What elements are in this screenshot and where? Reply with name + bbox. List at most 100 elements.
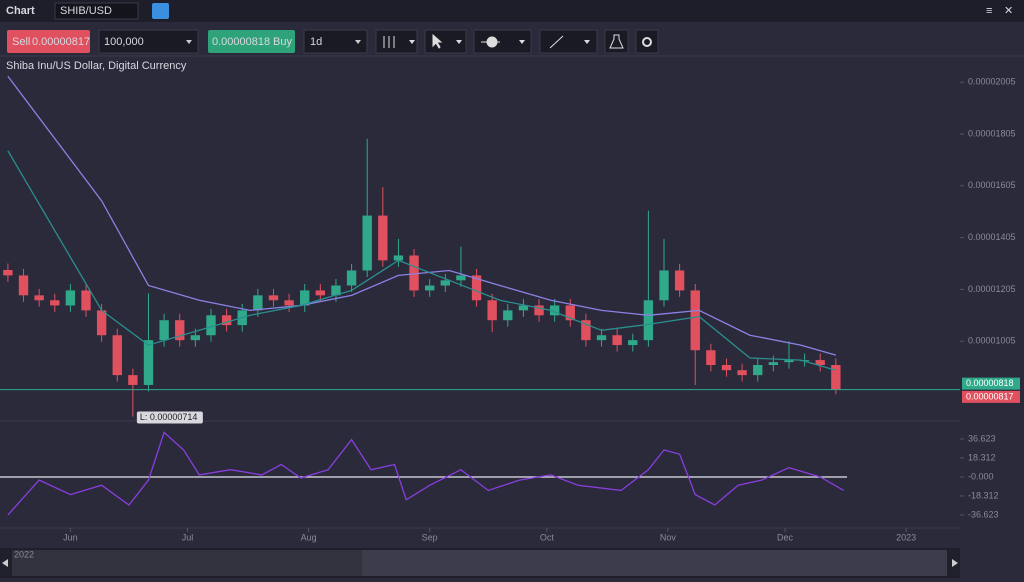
settings-button[interactable] [635,29,659,54]
icon [432,33,443,49]
candle-body [503,310,513,321]
candle-body [596,335,607,341]
y-tick-label: 0.00001605 [968,180,1016,190]
caret [186,40,192,44]
indicator-button[interactable] [604,29,629,54]
osc-tick-label: -36.623 [968,509,999,519]
icon [609,34,624,49]
interval-select[interactable] [303,29,368,54]
link-button[interactable] [152,3,169,19]
candle-body [112,335,122,376]
candle-body [487,300,497,321]
candle-body [221,315,232,326]
candle-body [159,320,169,341]
candle-body [768,362,779,366]
candle-body [674,270,685,291]
low-marker [136,411,203,424]
candle-body [190,335,201,341]
caret [355,40,361,44]
candle-body [409,255,419,291]
candle-body [315,290,326,296]
sell-label: Sell [12,36,30,48]
x-tick-label: Nov [660,532,677,542]
symbol-input[interactable] [54,2,139,20]
candle-body [268,295,279,301]
title-bar [0,0,1024,22]
close-icon[interactable]: ✕ [1004,5,1013,17]
osc-tick-label: 18.312 [968,452,996,462]
candle-body [581,320,591,341]
navigator-window[interactable] [362,550,947,576]
candle-body [628,340,638,346]
low-label: L: 0.00000714 [140,412,198,422]
x-tick-label: 2023 [896,532,916,542]
candle-body [831,365,841,390]
candle-body [81,290,91,311]
candle-body [253,295,263,311]
x-tick-label: Jun [63,532,78,542]
icon [549,35,564,49]
candle-body [50,300,60,306]
cursor-button[interactable] [424,29,467,54]
draw-button[interactable] [539,29,598,54]
tool-icons [383,33,652,49]
tool-buttons [375,29,659,54]
window-title: Chart [6,5,35,17]
candle-body [518,305,529,311]
candle-body [18,275,29,296]
candle-body [659,270,669,301]
price-tag [962,377,1020,390]
line-style-button[interactable] [473,29,532,54]
candle-body [175,320,185,341]
candle-body [206,315,216,336]
candle-body [378,215,388,261]
sell-button[interactable] [7,30,90,53]
icon [486,36,498,48]
y-tick-label: 0.00001205 [968,284,1016,294]
candle-body [690,290,700,351]
candle-body [393,255,404,261]
navigator-label: 2022 [14,549,34,559]
buy-button[interactable] [208,30,295,53]
osc-tick-label: -0.000 [968,471,994,481]
x-tick-label: Aug [301,532,317,542]
y-tick-label: 0.00001405 [968,232,1016,242]
candle-body [143,340,154,385]
candle-body [784,360,794,363]
candle-body [612,335,622,346]
chart-type-button[interactable] [375,29,418,54]
candle-body [346,270,357,286]
icon [642,37,652,47]
price-tag [962,390,1020,403]
amount-select[interactable] [98,29,199,54]
x-tick-label: Oct [540,532,555,542]
symbol: SHIB/USD [60,5,112,17]
price-tag-label: 0.00000818 [966,378,1014,388]
menu-icon[interactable]: ≡ [986,5,992,17]
candle-body [300,290,310,306]
candle-body [706,350,716,366]
candle-body [34,295,44,301]
candle-body [534,305,544,316]
candle-body [565,305,575,321]
moving-average [7,75,837,356]
candle-body [471,275,482,301]
candle-body [721,365,732,371]
x-tick-label: Jul [182,532,194,542]
candle-body [737,370,747,376]
candle-body [65,290,76,306]
candle-body [643,300,654,341]
candle-body [440,280,450,286]
interval: 1d [310,36,322,48]
candle-body [549,305,560,316]
candle-body [128,375,138,385]
candle-body [424,285,435,291]
candle-body [815,360,825,366]
subtitle: Shiba Inu/US Dollar, Digital Currency [6,60,187,72]
y-tick-label: 0.00002005 [968,77,1016,87]
oscillator-line [7,431,844,516]
candle-body [284,300,294,306]
price-tag-label: 0.00000817 [966,391,1014,401]
amount: 100,000 [104,36,144,48]
